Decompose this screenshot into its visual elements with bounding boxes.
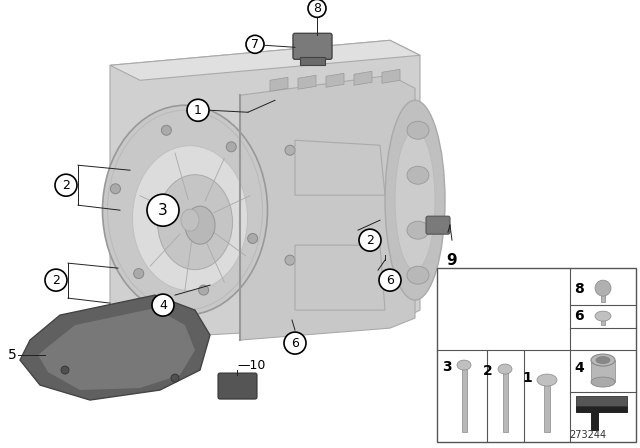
Polygon shape [354, 71, 372, 85]
Circle shape [152, 294, 174, 316]
Ellipse shape [407, 166, 429, 184]
Ellipse shape [102, 105, 268, 315]
Ellipse shape [285, 145, 295, 155]
Text: 2: 2 [483, 364, 493, 378]
Text: 4: 4 [159, 299, 167, 312]
FancyBboxPatch shape [218, 373, 257, 399]
Text: 7: 7 [251, 38, 259, 51]
Text: 6: 6 [386, 274, 394, 287]
Text: 8: 8 [313, 2, 321, 15]
Ellipse shape [537, 374, 557, 386]
Text: 9: 9 [447, 253, 458, 267]
Bar [437, 268, 636, 442]
Polygon shape [576, 406, 627, 430]
Bar [461, 368, 467, 432]
Circle shape [379, 269, 401, 291]
Ellipse shape [407, 121, 429, 139]
Ellipse shape [596, 357, 610, 364]
Polygon shape [110, 40, 420, 340]
Text: 2: 2 [366, 234, 374, 247]
Text: 273244: 273244 [570, 430, 607, 440]
Ellipse shape [407, 266, 429, 284]
Polygon shape [270, 78, 288, 91]
Polygon shape [298, 75, 316, 89]
Circle shape [171, 374, 179, 382]
Text: 6: 6 [291, 336, 299, 349]
Ellipse shape [285, 255, 295, 265]
Bar [601, 318, 605, 325]
Ellipse shape [457, 360, 471, 370]
Circle shape [111, 184, 120, 194]
Text: 6: 6 [574, 309, 584, 323]
Text: 2: 2 [62, 179, 70, 192]
Text: 1: 1 [194, 104, 202, 117]
Circle shape [55, 174, 77, 196]
Ellipse shape [498, 364, 512, 374]
Circle shape [45, 269, 67, 291]
Ellipse shape [595, 311, 611, 321]
Bar [591, 360, 615, 382]
Circle shape [147, 194, 179, 226]
Circle shape [227, 142, 236, 152]
Bar [576, 396, 627, 406]
Text: 3: 3 [442, 360, 452, 374]
Ellipse shape [591, 377, 615, 387]
Text: —10: —10 [237, 359, 266, 372]
Polygon shape [110, 40, 420, 80]
Bar [601, 292, 605, 302]
Circle shape [61, 366, 69, 374]
Ellipse shape [407, 221, 429, 239]
Polygon shape [20, 295, 210, 400]
Circle shape [246, 35, 264, 53]
Polygon shape [382, 69, 400, 83]
Text: 5: 5 [8, 348, 17, 362]
Circle shape [198, 285, 209, 295]
Ellipse shape [185, 206, 215, 244]
Circle shape [284, 332, 306, 354]
Ellipse shape [385, 100, 445, 300]
Circle shape [359, 229, 381, 251]
FancyBboxPatch shape [300, 57, 325, 65]
Circle shape [308, 0, 326, 17]
Text: 8: 8 [574, 282, 584, 296]
Circle shape [595, 280, 611, 296]
Text: 2: 2 [52, 274, 60, 287]
Ellipse shape [157, 175, 232, 270]
Circle shape [161, 125, 172, 135]
Polygon shape [326, 73, 344, 87]
Text: 1: 1 [522, 371, 532, 385]
Circle shape [134, 268, 144, 279]
FancyBboxPatch shape [293, 33, 332, 59]
Ellipse shape [181, 209, 199, 231]
Ellipse shape [395, 130, 435, 270]
Circle shape [187, 99, 209, 121]
Polygon shape [240, 75, 415, 340]
Bar [502, 372, 508, 432]
Ellipse shape [591, 354, 615, 366]
Circle shape [248, 233, 258, 243]
Polygon shape [38, 308, 195, 390]
Text: 4: 4 [574, 361, 584, 375]
Bar [544, 382, 550, 432]
FancyBboxPatch shape [426, 216, 450, 234]
Circle shape [156, 306, 164, 314]
Ellipse shape [132, 146, 248, 291]
Text: 3: 3 [158, 202, 168, 218]
